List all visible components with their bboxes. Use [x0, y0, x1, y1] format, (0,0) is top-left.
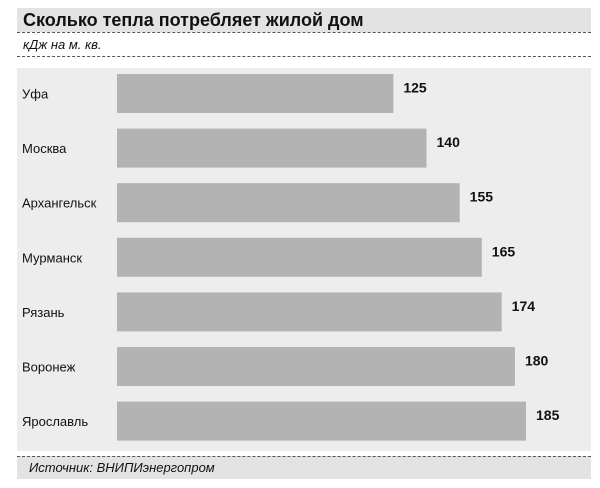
value-label: 174	[512, 298, 536, 314]
bar	[117, 237, 482, 277]
category-label: Уфа	[22, 87, 49, 102]
category-label: Воронеж	[22, 360, 76, 375]
value-label: 125	[403, 80, 427, 96]
bar	[117, 347, 515, 386]
title-divider	[17, 32, 591, 33]
value-label: 140	[437, 134, 461, 150]
category-label: Мурманск	[22, 250, 82, 265]
category-label: Архангельск	[22, 196, 97, 211]
value-label: 180	[525, 353, 549, 369]
bar	[117, 183, 460, 223]
subtitle-divider	[17, 56, 591, 57]
value-label: 165	[492, 243, 516, 259]
category-label: Москва	[22, 141, 67, 156]
bar	[117, 292, 502, 332]
bar	[117, 128, 427, 168]
value-label: 155	[470, 189, 494, 205]
value-label: 185	[536, 407, 560, 423]
source-bar: Источник: ВНИПИэнергопром	[17, 456, 591, 479]
chart-unit-label: кДж на м. кв.	[23, 37, 102, 52]
category-label: Рязань	[22, 305, 65, 320]
bar	[117, 74, 394, 113]
chart-title: Сколько тепла потребляет жилой дом	[23, 10, 364, 30]
source-note: Источник: ВНИПИэнергопром	[29, 460, 215, 475]
category-label: Ярославль	[22, 414, 88, 429]
title-bar: Сколько тепла потребляет жилой дом	[17, 8, 591, 32]
bar	[117, 401, 526, 441]
